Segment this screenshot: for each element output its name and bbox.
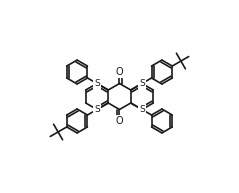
Text: S: S [139,79,145,88]
Text: S: S [94,105,100,114]
Text: O: O [116,116,123,126]
Text: O: O [116,67,123,77]
Text: S: S [94,79,100,88]
Text: S: S [139,105,145,114]
